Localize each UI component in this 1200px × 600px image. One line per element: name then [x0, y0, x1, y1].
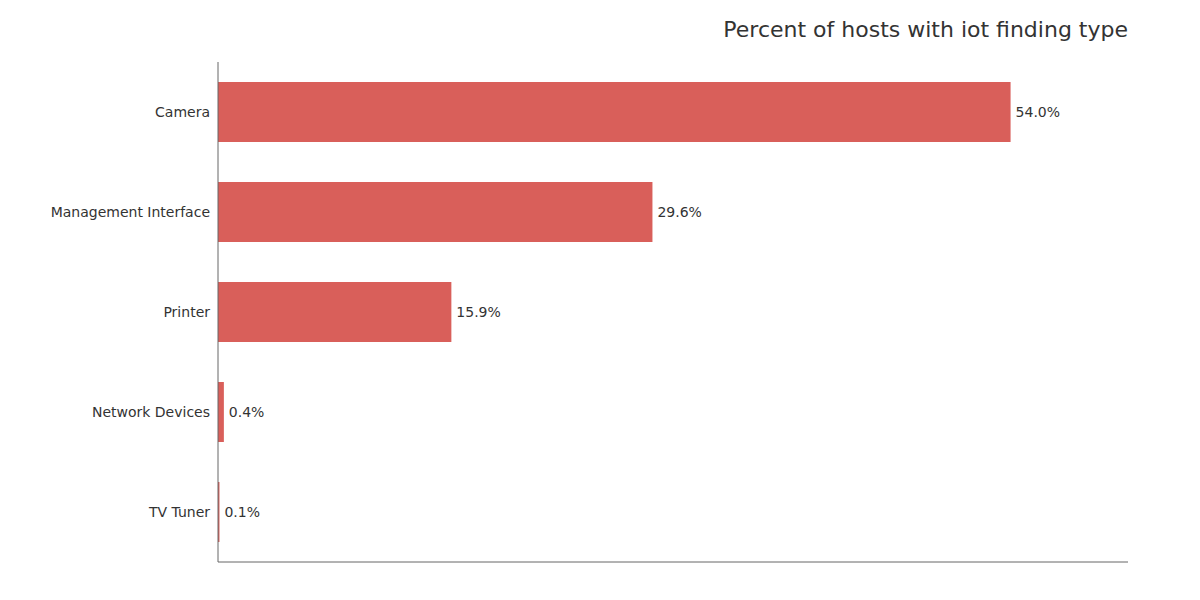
html-text:Percent of hosts with iot find: Percent of hosts with iot finding type — [723, 17, 1128, 42]
svg-text:Camera: Camera — [155, 104, 210, 120]
svg-text:54.0%: 54.0% — [1016, 104, 1060, 120]
svg-text:TV Tuner: TV Tuner — [148, 504, 210, 520]
svg-text:0.4%: 0.4% — [229, 404, 265, 420]
svg-text:0.1%: 0.1% — [224, 504, 260, 520]
svg-text:Network Devices: Network Devices — [92, 404, 210, 420]
svg-text:15.9%: 15.9% — [456, 304, 500, 320]
svg-text:Management Interface: Management Interface — [51, 204, 210, 220]
svg-text:Printer: Printer — [163, 304, 210, 320]
svg-text:29.6%: 29.6% — [657, 204, 701, 220]
